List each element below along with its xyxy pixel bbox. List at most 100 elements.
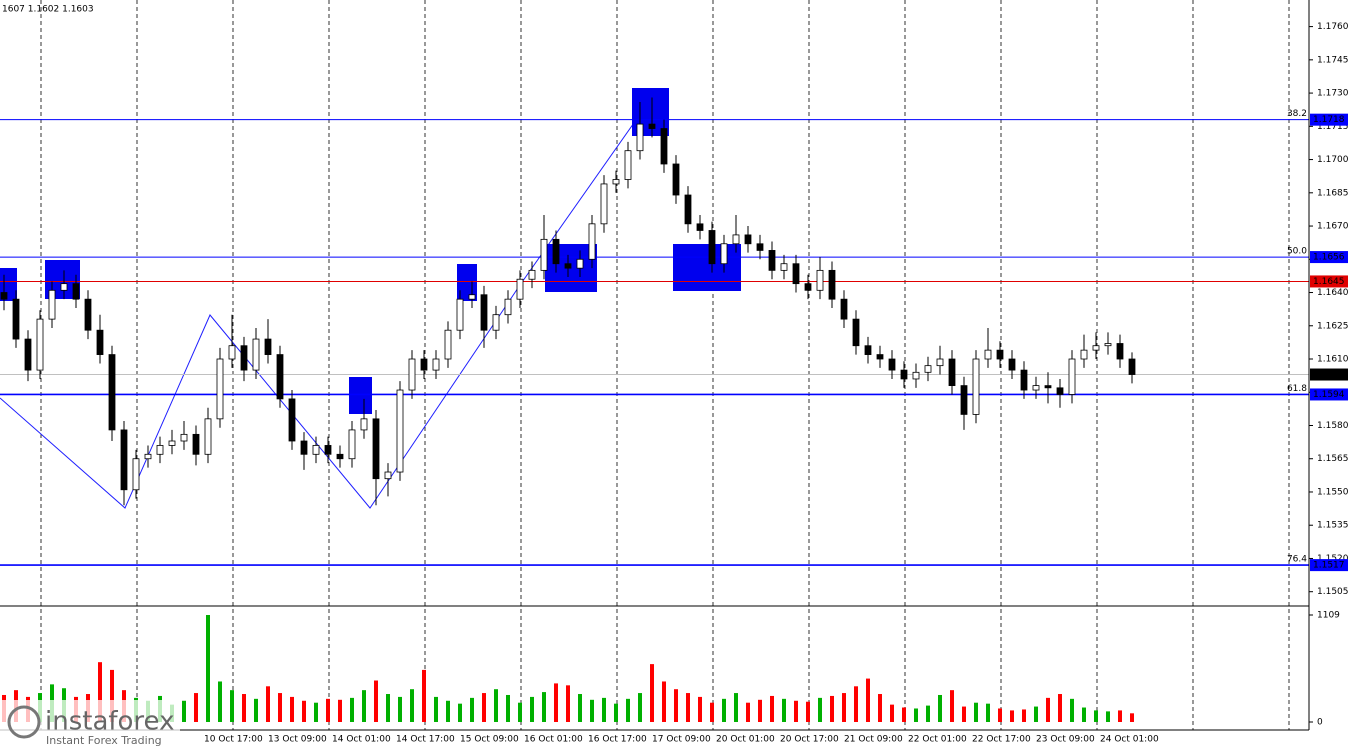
level-price-box — [1310, 275, 1348, 288]
y-tick-label: 1.1730 — [1317, 89, 1349, 99]
y-tick-label: 1.1625 — [1317, 321, 1349, 331]
candle-body — [180, 433, 188, 442]
candle-body — [576, 258, 584, 269]
level-price-label: 1.1656 — [1313, 253, 1345, 263]
volume-bar — [794, 700, 798, 722]
candle-body — [288, 398, 296, 442]
candle-body — [792, 263, 800, 285]
volume-bar — [1118, 710, 1122, 722]
volume-bar — [338, 699, 342, 722]
y-tick-label: 1.1745 — [1317, 55, 1349, 65]
level-price-box — [1310, 388, 1348, 401]
y-tick-label: 1.1520 — [1317, 554, 1349, 564]
candle-body — [264, 338, 272, 355]
volume-bar — [362, 690, 366, 722]
volume-bar — [230, 690, 234, 722]
last-price-label: 1.1603 — [1313, 370, 1345, 380]
candle-body — [12, 298, 20, 340]
candle-body — [336, 453, 344, 460]
candle-body — [972, 358, 980, 415]
volume-bar — [626, 698, 630, 722]
volume-bar — [206, 615, 210, 722]
volume-bar — [746, 702, 750, 722]
candle-body — [240, 345, 248, 371]
volume-bar — [410, 689, 414, 722]
candle-body — [156, 445, 164, 455]
fib-label: 61.8 — [1287, 384, 1307, 394]
level-price-label: 1.1594 — [1313, 390, 1345, 400]
candle-body — [924, 365, 932, 373]
volume-bar — [278, 693, 282, 722]
volume-bar — [494, 689, 498, 722]
candle-body — [600, 183, 608, 225]
volume-bar — [986, 703, 990, 722]
volume-bar — [938, 694, 942, 722]
volume-bar — [218, 681, 222, 722]
volume-bar — [266, 686, 270, 722]
volume-bar — [770, 695, 774, 722]
zone — [349, 377, 372, 414]
x-tick-label: 23 Oct 09:00 — [1036, 735, 1095, 745]
volume-bar — [326, 698, 330, 722]
candle-body — [828, 269, 836, 300]
candle-body — [708, 230, 716, 265]
volume-bar — [1034, 706, 1038, 722]
volume-bar — [974, 702, 978, 722]
candle-body — [624, 150, 632, 180]
volume-bar — [386, 694, 390, 722]
x-tick-label: 22 Oct 17:00 — [972, 735, 1031, 745]
x-tick-label: 14 Oct 17:00 — [396, 735, 455, 745]
candle-body — [1092, 345, 1100, 351]
volume-bar — [962, 706, 966, 722]
candle-body — [96, 329, 104, 355]
y-tick-label: 1.1565 — [1317, 454, 1349, 464]
candle-body — [72, 283, 80, 300]
candle-body — [768, 250, 776, 271]
y-tick-label: 1.1640 — [1317, 288, 1349, 298]
candle-body — [36, 318, 44, 371]
logo-text: instaforex — [45, 707, 174, 737]
volume-bar — [890, 704, 894, 722]
y-tick-label: 1.1700 — [1317, 155, 1349, 165]
volume-bar — [1106, 711, 1110, 722]
candle-body — [168, 440, 176, 446]
header: 1607 1.1602 1.1603 — [2, 5, 94, 15]
candle-body — [960, 385, 968, 415]
x-tick-label: 20 Oct 17:00 — [780, 735, 839, 745]
candle-body — [0, 292, 8, 300]
candle-body — [144, 453, 152, 460]
x-tick-label: 10 Oct 17:00 — [204, 735, 263, 745]
volume-bar — [554, 683, 558, 722]
level-price-box — [1310, 251, 1348, 264]
candle-body — [540, 238, 548, 271]
candle-body — [636, 123, 644, 152]
y-tick-label: 1.1550 — [1317, 487, 1349, 497]
x-tick-label: 17 Oct 09:00 — [652, 735, 711, 745]
candle-body — [720, 243, 728, 265]
candle-body — [996, 349, 1004, 360]
zone — [673, 244, 741, 291]
volume-tick-label: 0 — [1317, 717, 1323, 727]
x-tick-label: 24 Oct 01:00 — [1100, 735, 1159, 745]
volume-bar — [602, 697, 606, 722]
volume-bar — [854, 686, 858, 722]
volume-bar — [866, 678, 870, 722]
candle-body — [312, 445, 320, 455]
candle-body — [888, 358, 896, 371]
volume-bar — [1010, 710, 1014, 722]
candle-body — [384, 471, 392, 480]
fib-label: 76.4 — [1287, 555, 1307, 565]
candle-body — [948, 358, 956, 387]
candle-body — [216, 358, 224, 420]
volume-bar — [1046, 697, 1050, 722]
volume-bar — [614, 703, 618, 722]
candle-body — [936, 358, 944, 367]
volume-bar — [350, 697, 354, 722]
candle-body — [372, 418, 380, 480]
candle-body — [1056, 387, 1064, 395]
candle-body — [852, 318, 860, 347]
y-tick-label: 1.1505 — [1317, 587, 1349, 597]
candle-body — [228, 345, 236, 360]
candle-body — [492, 314, 500, 331]
